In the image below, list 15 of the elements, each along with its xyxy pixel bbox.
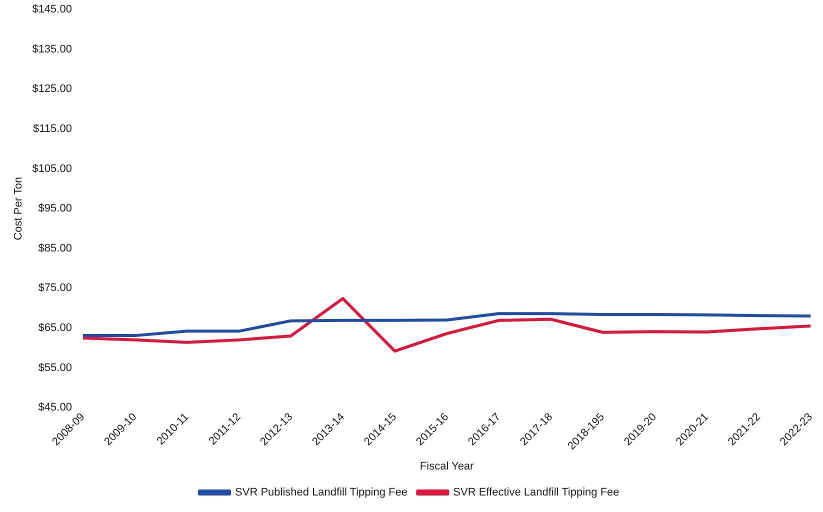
legend-label: SVR Published Landfill Tipping Fee [235, 486, 408, 499]
y-axis-title: Cost Per Ton [12, 176, 25, 240]
y-tick-label: $95.00 [38, 202, 72, 215]
y-tick-label: $105.00 [32, 162, 72, 175]
y-tick-label: $55.00 [38, 362, 72, 374]
y-tick-label: $135.00 [32, 43, 72, 56]
y-tick-label: $85.00 [38, 242, 72, 254]
y-tick-label: $125.00 [32, 83, 72, 96]
x-axis-title: Fiscal Year [420, 460, 474, 472]
y-tick-label: $115.00 [33, 123, 72, 136]
y-tick-label: $45.00 [38, 402, 72, 414]
y-tick-label: $75.00 [38, 282, 72, 294]
y-tick-label: $65.00 [38, 322, 72, 334]
legend-label: SVR Effective Landfill Tipping Fee [453, 486, 620, 499]
y-tick-label: $145.00 [32, 4, 72, 16]
